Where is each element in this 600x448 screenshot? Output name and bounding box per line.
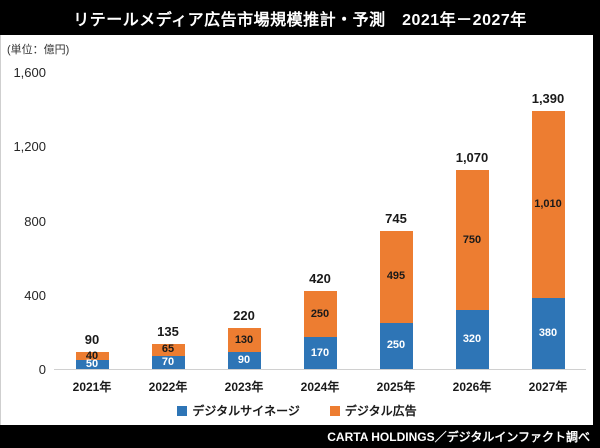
bar-group: 420 250 170	[282, 72, 358, 369]
bar-segment: 250	[379, 322, 413, 369]
y-axis-tick: 1,200	[13, 139, 46, 155]
bar-group: 220 130 90	[206, 72, 282, 369]
bar-total-label: 420	[309, 271, 331, 287]
bar-segment: 250	[303, 291, 337, 338]
bar-total-label: 1,390	[531, 91, 565, 106]
y-axis-tick: 0	[38, 362, 46, 377]
x-axis-label: 2024年	[300, 380, 340, 394]
bar-segment: 70	[151, 356, 185, 369]
chart-title: リテールメディア広告市場規模推計・予測 2021年－2027年	[73, 11, 527, 29]
bar-segment: 320	[455, 309, 489, 369]
bar-segment: 40	[75, 350, 109, 361]
legend-item-digital-ad: デジタル広告	[329, 402, 417, 419]
x-axis-label: 2025年	[376, 380, 416, 394]
stacked-bar-plot: 0 400 800 1,200 1,600 90 40 50 2021年 135 65 70 2022年…	[13, 65, 586, 394]
x-axis-label: 2027年	[528, 380, 568, 394]
bar-group: 90 40 50	[54, 72, 130, 370]
y-axis-tick: 400	[24, 287, 46, 303]
bar-total-label: 220	[233, 308, 255, 324]
bar-segment: 495	[379, 230, 413, 323]
x-axis-label: 2023年	[224, 380, 264, 394]
legend-swatch-orange-icon	[329, 405, 340, 416]
y-axis-tick: 800	[24, 213, 46, 229]
bar-total-label: 135	[157, 323, 179, 339]
bar-total-label: 90	[84, 332, 100, 348]
legend-swatch-blue-icon	[177, 405, 188, 416]
unit-label: (単位：億円)	[7, 44, 70, 56]
x-axis-label: 2026年	[452, 380, 492, 394]
bar-segment: 750	[455, 170, 489, 310]
bar-segment: 170	[303, 337, 337, 369]
chart-title-banner: リテールメディア広告市場規模推計・予測 2021年－2027年	[0, 0, 600, 35]
x-axis-label: 2021年	[72, 380, 112, 394]
x-axis-label: 2022年	[148, 380, 188, 394]
bar-total-label: 745	[385, 210, 407, 226]
bar-segment: 130	[227, 328, 261, 353]
bar-segment: 90	[227, 352, 261, 369]
chart-legend: デジタルサイネージ デジタル広告	[1, 402, 593, 419]
chart-plot-area: (単位：億円) 0 400 800 1,200 1,600 90 40 50 2021年 135 6…	[0, 35, 593, 425]
legend-label-digital-ad: デジタル広告	[344, 404, 417, 418]
bar-total-label: 1,070	[455, 150, 489, 166]
bar-group: 745 495 250	[358, 72, 434, 369]
source-credit: CARTA HOLDINGS／デジタルインファクト調べ	[327, 430, 590, 444]
legend-item-digital-signage: デジタルサイネージ	[177, 402, 300, 419]
y-axis-tick: 1,600	[13, 65, 46, 80]
bar-segment: 50	[75, 358, 109, 370]
bar-segment: 65	[151, 343, 185, 357]
bar-segment: 380	[531, 298, 565, 369]
legend-label-digital-signage: デジタルサイネージ	[192, 404, 300, 418]
bar-segment: 1,010	[531, 111, 565, 299]
bar-group: 1,070 750 320	[434, 72, 510, 369]
bar-group: 1,390 1,010 380	[510, 72, 586, 369]
bar-group: 135 65 70	[130, 72, 206, 369]
source-banner: CARTA HOLDINGS／デジタルインファクト調べ	[0, 425, 600, 448]
